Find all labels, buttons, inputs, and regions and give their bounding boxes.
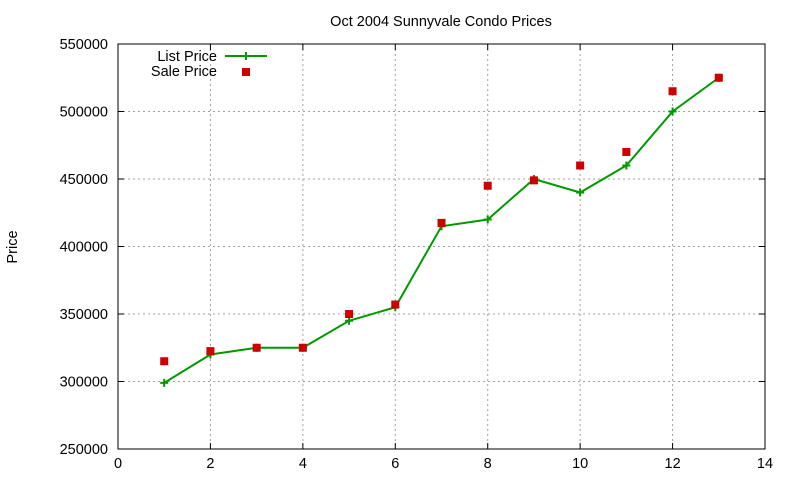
axis-ticks: 0 2 4 6 8 10 12 14 250000 300000 350000 400000 45000… <box>60 37 773 472</box>
y-tick-label: 300000 <box>60 375 108 391</box>
list-price-point <box>160 378 169 387</box>
sale-price-point <box>206 347 215 356</box>
legend-marker-list-price <box>242 52 250 60</box>
x-tick-label: 12 <box>665 456 681 472</box>
x-tick-label: 0 <box>114 456 122 472</box>
list-price-point <box>576 188 585 197</box>
sale-price-point <box>160 357 169 366</box>
x-tick-label: 2 <box>206 456 214 472</box>
sale-price-point <box>668 87 677 96</box>
sale-price-point <box>252 343 261 352</box>
y-tick-label: 350000 <box>60 307 108 323</box>
x-tick-label: 8 <box>484 456 492 472</box>
sale-price-point <box>576 161 585 170</box>
y-tick-label: 500000 <box>60 105 108 121</box>
list-price-point <box>668 107 677 116</box>
series-group <box>160 73 723 387</box>
sale-price-point <box>622 148 631 156</box>
y-tick-label: 550000 <box>60 37 108 53</box>
x-tick-label: 4 <box>299 456 307 472</box>
sale-price-point <box>345 310 354 318</box>
x-tick-label: 14 <box>757 456 773 472</box>
list-price-point <box>622 161 631 170</box>
y-axis-label: Price <box>5 230 21 263</box>
sale-price-point <box>437 218 446 227</box>
sale-price-point <box>714 73 723 82</box>
legend-label-list-price: List Price <box>157 49 217 65</box>
sale-price-point <box>529 176 538 185</box>
grid <box>118 44 765 449</box>
legend-marker-sale-price <box>242 68 250 76</box>
plot-area-frame <box>117 43 766 450</box>
x-tick-label: 6 <box>391 456 399 472</box>
list-price-point <box>345 316 354 325</box>
list-price-point <box>483 215 492 224</box>
x-tick-label: 10 <box>572 456 588 472</box>
list-price-line <box>163 76 720 384</box>
sale-price-point <box>391 300 400 309</box>
sale-price-point <box>298 343 307 352</box>
y-tick-label: 450000 <box>60 172 108 188</box>
y-tick-label: 400000 <box>60 240 108 256</box>
sale-price-point <box>483 181 492 190</box>
legend-label-sale-price: Sale Price <box>151 64 217 80</box>
y-tick-label: 250000 <box>60 442 108 458</box>
chart-title: Oct 2004 Sunnyvale Condo Prices <box>330 14 552 30</box>
